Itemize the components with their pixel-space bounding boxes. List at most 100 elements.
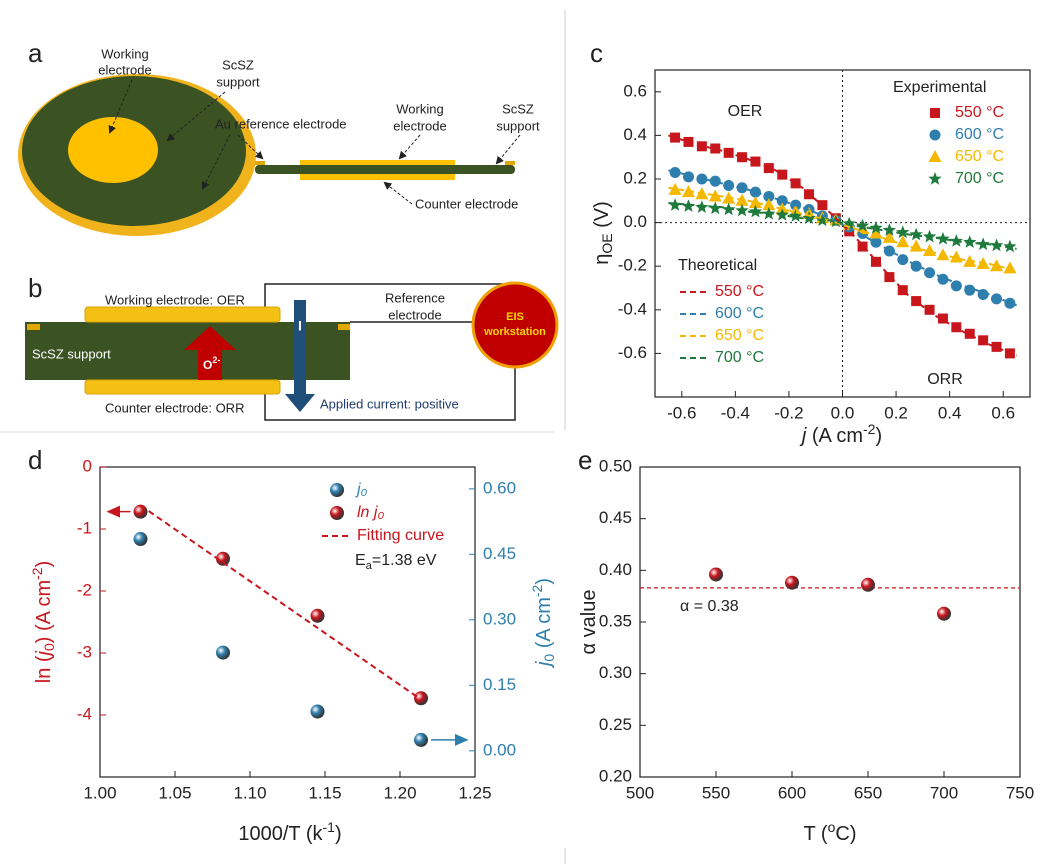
- point: [924, 304, 935, 315]
- y-tick-label: -0.2: [618, 256, 647, 275]
- label-part: -2: [29, 567, 45, 580]
- ion-arrow: [184, 326, 236, 380]
- label-part: ln (: [33, 655, 55, 683]
- point: [978, 335, 989, 346]
- label-part: 0: [541, 654, 557, 662]
- point: [133, 532, 148, 547]
- label-part: o: [828, 819, 836, 835]
- point: [924, 267, 936, 279]
- label: EIS: [506, 311, 524, 323]
- point: [842, 216, 856, 230]
- electrode: [84, 306, 281, 323]
- panel-b: b Working electrode: OER Reference elect…: [25, 273, 559, 421]
- point: [882, 223, 896, 236]
- x-tick-label: 0.2: [884, 403, 908, 422]
- y-tick-label: -2: [77, 580, 92, 599]
- legend-swatch: [930, 108, 940, 118]
- y-tick-label: -0.6: [618, 343, 647, 362]
- legend-swatch: [928, 150, 942, 162]
- point: [950, 280, 962, 292]
- point: [668, 182, 682, 195]
- label: I: [298, 318, 302, 334]
- legend-swatch: [330, 506, 344, 520]
- point: [1003, 239, 1017, 253]
- x-tick-label: 0.6: [991, 403, 1015, 422]
- ref-electrode: [27, 324, 40, 330]
- x-tick-label: 500: [626, 783, 654, 802]
- label: Counter electrode: [415, 196, 518, 211]
- label-part: a: [366, 560, 373, 572]
- y-axis-title: α value: [578, 590, 600, 655]
- electrode: [84, 379, 281, 395]
- x-axis-title: T (oC): [804, 819, 857, 846]
- point: [896, 235, 910, 248]
- y-tick-label: 0.30: [483, 609, 516, 628]
- label-part: -2: [529, 584, 545, 597]
- x-tick-label: 550: [702, 783, 730, 802]
- point: [909, 239, 923, 252]
- annotation: Ea=1.38 eV: [355, 552, 437, 572]
- point: [785, 575, 799, 590]
- legend-label: 550 °C: [715, 283, 764, 300]
- legend-label: 650 °C: [715, 327, 764, 344]
- point: [977, 289, 989, 301]
- label-part: (V): [591, 201, 613, 233]
- y-tick-label: -3: [77, 642, 92, 661]
- label: ScSZ: [502, 101, 534, 116]
- label-part: E: [355, 552, 366, 569]
- x-tick-label: 1.25: [458, 783, 491, 802]
- label: electrode: [393, 118, 446, 133]
- y2-axis-title: j0 (A cm-2): [529, 578, 557, 669]
- y-tick-label: 0.50: [599, 456, 632, 475]
- label-part: (A cm: [806, 425, 863, 447]
- point: [310, 608, 325, 623]
- label-part: j: [533, 661, 555, 669]
- ref-electrode: [505, 161, 515, 165]
- legend-label: 550 °C: [955, 104, 1004, 121]
- point: [936, 231, 950, 245]
- point: [748, 195, 762, 208]
- y-tick-label: 0.2: [623, 168, 647, 187]
- label: support: [496, 118, 540, 133]
- legend-label: ln j₀: [357, 504, 384, 521]
- point: [937, 313, 948, 324]
- label: ScSZ support: [32, 346, 111, 361]
- x-tick-label: 700: [930, 783, 958, 802]
- point: [709, 567, 723, 582]
- point: [790, 178, 801, 189]
- label: Working: [101, 46, 148, 61]
- y-axis-title: ηOE (V): [591, 201, 614, 265]
- ref-electrode: [255, 161, 265, 165]
- label-part: (A cm: [533, 597, 555, 654]
- legend-title: Experimental: [893, 79, 986, 96]
- y-tick-label: 0.45: [483, 544, 516, 563]
- y-tick-label: -0.4: [618, 299, 647, 318]
- y-tick-label: 0.0: [623, 212, 647, 231]
- x-tick-label: 1.00: [83, 783, 116, 802]
- legend-label: j₀: [355, 481, 368, 498]
- point: [963, 235, 977, 248]
- x-tick-label: -0.4: [721, 403, 750, 422]
- point: [414, 691, 428, 706]
- legend-swatch: [330, 483, 344, 497]
- plot-frame: [99, 466, 476, 778]
- point: [668, 198, 682, 211]
- point: [855, 218, 870, 232]
- point: [133, 504, 148, 519]
- x-axis-title: j (A cm-2): [799, 421, 882, 448]
- panel-label: d: [28, 445, 42, 475]
- y-tick-label: 0.15: [483, 675, 516, 694]
- chart: c -0.6 -0.4 -0.2 0.0 0.2 0.4 0.6 -0.6 -0.4 -0.2 0.0…: [590, 38, 1031, 448]
- y-tick-label: 0.4: [623, 125, 647, 144]
- label: Reference: [385, 290, 445, 305]
- legend-swatch: [929, 129, 941, 141]
- point: [991, 341, 1002, 352]
- x-tick-label: 1.15: [308, 783, 341, 802]
- label-part: C): [835, 823, 856, 845]
- label-part: j: [33, 650, 55, 658]
- label-part: OE: [599, 233, 615, 253]
- point: [789, 209, 803, 222]
- chart: e 500 550 600 650 700 750 0.20 0.25 0.30 0.35 0.40 0…: [578, 445, 1034, 845]
- legend-swatch: [928, 172, 942, 185]
